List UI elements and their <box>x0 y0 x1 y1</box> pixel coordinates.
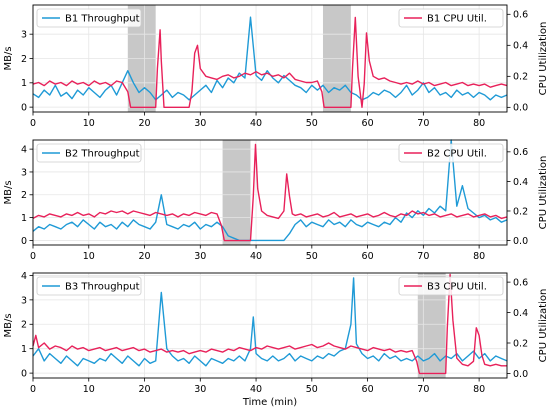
y-left-tick-label: 2 <box>21 190 27 201</box>
x-tick-label: 40 <box>250 251 262 262</box>
cpu-utilization-line <box>32 273 507 375</box>
x-tick-label: 20 <box>138 384 150 395</box>
y-right-tick-label: 0.4 <box>513 177 528 188</box>
y-right-axis-label: CPU Utilization <box>538 289 549 363</box>
legend-box <box>36 143 142 163</box>
y-left-axis-label: MB/s <box>3 180 14 204</box>
x-tick-label: 50 <box>306 251 318 262</box>
axes-frame <box>32 139 508 246</box>
y-left-tick-label: 0 <box>21 103 27 114</box>
cpu-utilization-line <box>32 143 508 242</box>
x-tick-label: 80 <box>473 118 485 129</box>
legend-box <box>398 276 504 296</box>
x-tick-label: 80 <box>473 251 485 262</box>
legend-throughput: B1 Throughput <box>36 8 142 28</box>
x-tick-label: 0 <box>30 118 36 129</box>
y-left-tick-label: 3 <box>21 167 27 178</box>
x-tick-label: 70 <box>417 118 429 129</box>
legend-label: B3 CPU Util. <box>427 282 487 293</box>
legend-throughput: B2 Throughput <box>36 143 142 163</box>
panel-b1: 0 10 20 30 40 50 60 70 80 0 1 2 3 0.0 0.2 0.4 0.6 MB/s CPU… <box>3 4 549 129</box>
legend-cpu-utilization: B2 CPU Util. <box>398 143 504 163</box>
throughput-line <box>32 277 508 367</box>
legend-throughput: B3 Throughput <box>36 276 142 296</box>
y-right-axis-label: CPU Utilization <box>538 156 549 230</box>
y-left-tick-label: 0 <box>21 369 27 380</box>
x-tick-label: 30 <box>194 118 206 129</box>
axes-frame <box>32 272 508 379</box>
x-tick-label: 60 <box>362 118 374 129</box>
y-right-tick-label: 0.2 <box>513 72 528 83</box>
legend-cpu-utilization: B1 CPU Util. <box>398 8 504 28</box>
x-tick-label: 10 <box>83 251 95 262</box>
x-tick-label: 0 <box>30 251 36 262</box>
y-right-tick-label: 0.6 <box>513 147 528 158</box>
x-tick-label: 50 <box>306 384 318 395</box>
x-tick-label: 40 <box>250 384 262 395</box>
y-right-tick-label: 0.4 <box>513 308 528 319</box>
throughput-line <box>32 139 508 242</box>
legend-box <box>398 8 504 28</box>
y-left-tick-label: 1 <box>21 344 27 355</box>
y-left-axis-label: MB/s <box>3 313 14 337</box>
y-left-tick-label: 4 <box>21 271 27 282</box>
y-left-tick-label: 2 <box>21 54 27 65</box>
y-right-tick-label: 0.2 <box>513 338 528 349</box>
legend-label: B1 Throughput <box>65 14 140 25</box>
y-left-tick-label: 3 <box>21 30 27 41</box>
y-left-tick-label: 1 <box>21 78 27 89</box>
x-tick-label: 10 <box>83 118 95 129</box>
legend-label: B1 CPU Util. <box>427 14 487 25</box>
x-tick-label: 30 <box>194 384 206 395</box>
y-left-tick-label: 1 <box>21 213 27 224</box>
y-right-tick-label: 0.4 <box>513 41 528 52</box>
legend-box <box>36 276 142 296</box>
legend-label: B2 CPU Util. <box>427 149 487 160</box>
y-left-tick-label: 2 <box>21 320 27 331</box>
legend-box <box>398 143 504 163</box>
y-right-tick-label: 0.0 <box>513 369 528 380</box>
y-right-tick-label: 0.0 <box>513 236 528 247</box>
x-tick-label: 70 <box>417 251 429 262</box>
y-right-tick-label: 0.2 <box>513 206 528 217</box>
x-tick-label: 0 <box>30 384 36 395</box>
x-tick-label: 40 <box>250 118 262 129</box>
x-tick-label: 80 <box>473 384 485 395</box>
x-tick-label: 30 <box>194 251 206 262</box>
x-tick-label: 10 <box>83 384 95 395</box>
legend-cpu-utilization: B3 CPU Util. <box>398 276 504 296</box>
y-left-tick-label: 4 <box>21 145 27 156</box>
y-right-tick-label: 0.0 <box>513 103 528 114</box>
x-tick-label: 20 <box>138 118 150 129</box>
y-left-axis-label: MB/s <box>3 46 14 70</box>
shaded-span <box>222 140 251 245</box>
y-right-axis-label: CPU Utilization <box>538 22 549 96</box>
legend-label: B2 Throughput <box>65 149 140 160</box>
x-tick-label: 70 <box>417 384 429 395</box>
x-axis-label: Time (min) <box>242 397 297 408</box>
y-left-tick-label: 0 <box>21 236 27 247</box>
legend-box <box>36 8 142 28</box>
x-tick-label: 20 <box>138 251 150 262</box>
x-tick-label: 60 <box>362 251 374 262</box>
y-left-tick-label: 3 <box>21 295 27 306</box>
y-right-tick-label: 0.6 <box>513 278 528 289</box>
y-right-tick-label: 0.6 <box>513 10 528 21</box>
x-tick-label: 60 <box>362 384 374 395</box>
x-tick-label: 50 <box>306 118 318 129</box>
legend-label: B3 Throughput <box>65 282 140 293</box>
panel-b3: 0 10 20 30 40 50 60 70 80 0 1 2 3 4 0.0 0.2 0.4 0.6 MB/s CP… <box>3 271 549 408</box>
cpu-utilization-line <box>32 16 508 108</box>
panel-b2: 0 10 20 30 40 50 60 70 80 0 1 2 3 4 0.0 0.2 0.4 0.6 MB/s CP… <box>3 139 549 262</box>
